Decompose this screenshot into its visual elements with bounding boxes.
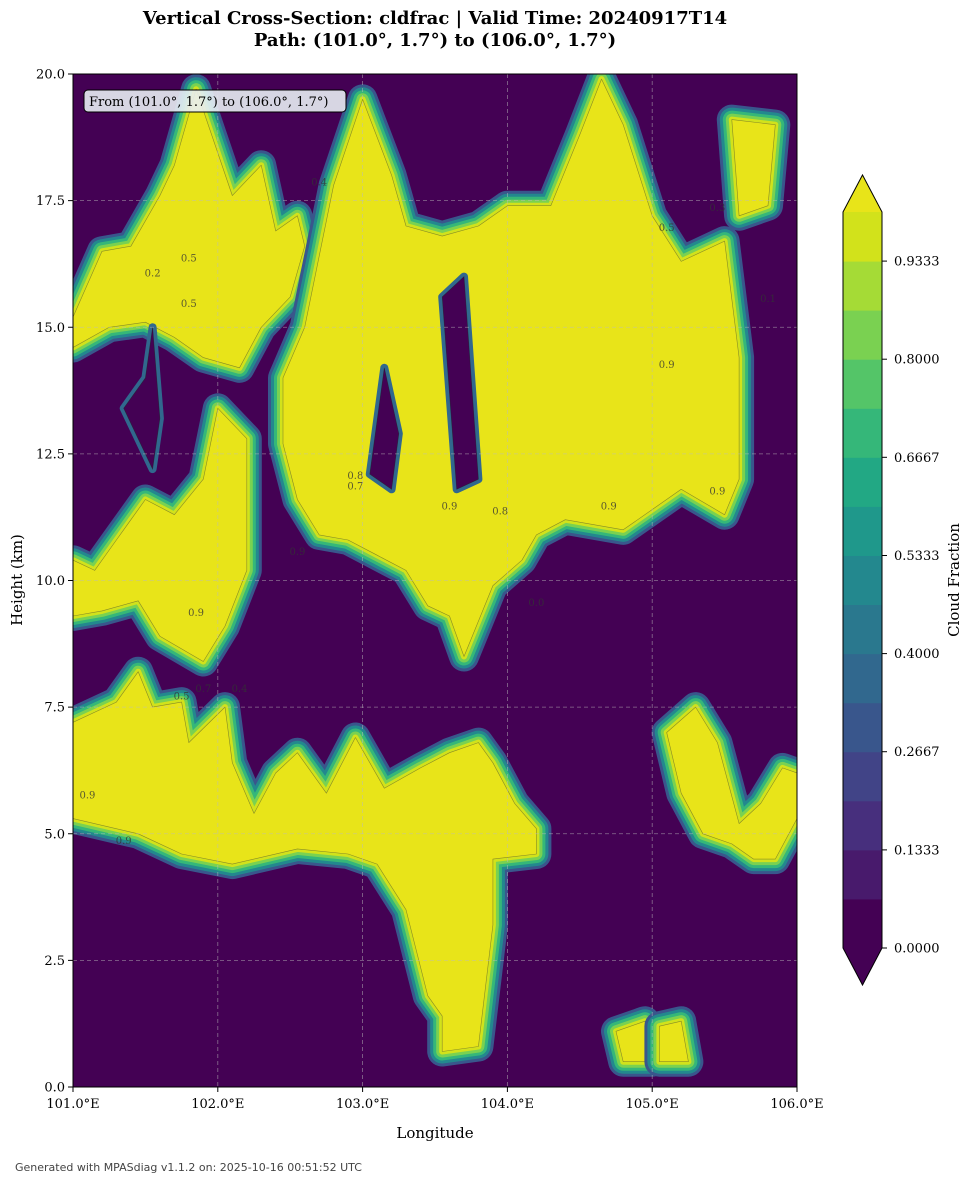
cloud-region-3 <box>268 74 755 672</box>
colorbar-segment <box>843 751 882 802</box>
contour-label: 0.0 <box>528 598 544 609</box>
colorbar-tick-label: 0.8000 <box>894 353 940 368</box>
colorbar-segment <box>843 212 882 262</box>
y-tick-label: 17.5 <box>36 194 65 209</box>
contour-label: 0.9 <box>442 502 458 513</box>
cloud-region-1 <box>73 393 262 677</box>
y-tick-label: 12.5 <box>36 447 65 462</box>
plot-area: 0.9 0.9 0.5 0.7 0.4 0.9 0.9 0.8 0.9 0.9 0.9 0.9 0.5 0… <box>72 73 798 1088</box>
colorbar-segment <box>843 849 882 900</box>
clear-core <box>123 327 161 471</box>
contour-label: 0.9 <box>188 608 204 619</box>
contour-labels: 0.9 0.9 0.5 0.7 0.4 0.9 0.9 0.8 0.9 0.9 0.9 0.9 0.5 0… <box>80 177 776 846</box>
clear-core <box>369 367 400 490</box>
colorbar-tick-label: 0.5333 <box>894 549 940 564</box>
cloud-region-4 <box>651 692 797 875</box>
cloud-core <box>282 78 740 657</box>
colorbar-segment <box>843 800 882 851</box>
chart-title-line1: Vertical Cross-Section: cldfrac | Valid … <box>142 8 728 29</box>
cloud-core <box>73 671 537 1052</box>
colorbar-tick-label: 0.1333 <box>894 843 940 858</box>
cloud-core <box>731 119 776 217</box>
cloud-region-2 <box>73 656 552 1067</box>
x-tick-label: 102.0°E <box>191 1097 244 1112</box>
contour-label: 0.9 <box>659 360 675 371</box>
y-tick-label: 10.0 <box>36 574 65 589</box>
footer-credit: Generated with MPASdiag v1.1.2 on: 2025-… <box>15 1161 362 1174</box>
contour-label: 0.9 <box>116 836 132 847</box>
x-tick-label: 103.0°E <box>336 1097 389 1112</box>
y-axis-label: Height (km) <box>8 534 26 626</box>
colorbar-segment <box>843 310 882 360</box>
contour-label: 0.9 <box>289 547 305 558</box>
colorbar-segment <box>843 898 882 949</box>
y-tick-label: 0.0 <box>44 1081 65 1096</box>
y-tick-label: 20.0 <box>36 68 65 83</box>
colorbar-tick-label: 0.2667 <box>894 745 940 760</box>
contour-label: 0.5 <box>181 299 197 310</box>
chart-title-line2: Path: (101.0°, 1.7°) to (106.0°, 1.7°) <box>253 30 617 51</box>
clear-region-1 <box>365 363 403 494</box>
cloud-core <box>666 706 797 860</box>
colorbar-segment <box>843 702 882 753</box>
colorbar-segment <box>843 408 882 458</box>
annotation-box: From (101.0°, 1.7°) to (106.0°, 1.7°) <box>83 89 347 113</box>
contour-label: 0.8 <box>492 507 508 518</box>
contour-label: 0.8 <box>347 471 363 482</box>
colorbar-label: Cloud Fraction <box>945 523 963 637</box>
colorbar-segment <box>843 506 882 556</box>
x-tick-label: 105.0°E <box>626 1097 679 1112</box>
contour-label: 0.5 <box>659 223 675 234</box>
cloud-region-7 <box>644 1006 704 1077</box>
y-tick-label: 15.0 <box>36 321 65 336</box>
x-axis-label: Longitude <box>396 1124 473 1142</box>
colorbar-tick-label: 0.4000 <box>894 647 940 662</box>
x-axis: 101.0°E 102.0°E 103.0°E 104.0°E 105.0°E 106.0… <box>46 1087 824 1112</box>
cloud-regions <box>73 74 797 1077</box>
colorbar-extend-max <box>843 175 882 212</box>
colorbar-tick-label: 0.0000 <box>894 942 940 957</box>
colorbar-tick-label: 0.9333 <box>894 255 940 270</box>
x-tick-label: 101.0°E <box>46 1097 99 1112</box>
contour-label: 0.9 <box>601 502 617 513</box>
y-tick-label: 7.5 <box>44 701 65 716</box>
colorbar-segment <box>843 261 882 311</box>
contour-label: 0.7 <box>347 481 363 492</box>
y-axis: 0.0 2.5 5.0 7.5 10.0 12.5 15.0 17.5 20.0 <box>36 68 73 1096</box>
contour-label: 0.1 <box>760 294 776 305</box>
contour-label: 0.9 <box>709 486 725 497</box>
contour-label: 0.7 <box>195 684 211 695</box>
contour-label: 0.9 <box>80 790 96 801</box>
clear-region-0 <box>119 323 164 474</box>
colorbar-segment <box>843 604 882 655</box>
colorbar-extend-min <box>843 948 882 985</box>
contour-label: 0.5 <box>181 253 197 264</box>
clear-core <box>441 275 479 490</box>
colorbar-tick-label: 0.6667 <box>894 451 940 466</box>
colorbar: 0.0000 0.1333 0.2667 0.4000 0.5333 0.6667 0.80… <box>842 173 940 987</box>
contour-label: 0.4 <box>232 684 248 695</box>
x-tick-label: 104.0°E <box>481 1097 534 1112</box>
contour-label: 0.2 <box>145 269 161 280</box>
clear-region-2 <box>438 272 483 494</box>
contour-label: 0.5 <box>174 692 190 703</box>
cloud-core <box>73 407 248 662</box>
contour-label: 0.4 <box>311 177 327 188</box>
y-tick-label: 5.0 <box>44 827 65 842</box>
colorbar-segment <box>843 653 882 704</box>
colorbar-segment <box>843 457 882 507</box>
contour-label: 0.3 <box>709 203 725 214</box>
colorbar-segment <box>843 359 882 409</box>
x-tick-label: 106.0°E <box>770 1097 823 1112</box>
cloud-region-5 <box>716 104 791 231</box>
y-tick-label: 2.5 <box>44 954 65 969</box>
annotation-text: From (101.0°, 1.7°) to (106.0°, 1.7°) <box>89 95 328 110</box>
colorbar-segment <box>843 555 882 606</box>
cloud-core <box>659 1020 689 1062</box>
